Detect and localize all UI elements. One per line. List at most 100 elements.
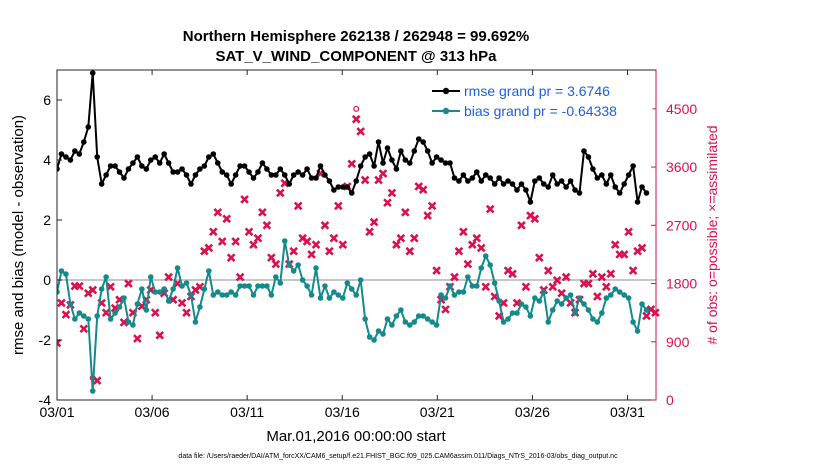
bias-point: [429, 319, 435, 325]
obs-count-point: [249, 240, 258, 250]
bias-point: [540, 289, 547, 295]
rmse-point: [273, 172, 279, 178]
rmse-point: [630, 163, 636, 169]
bias-point: [523, 304, 529, 310]
obs-count-point: [155, 330, 165, 340]
bias-point: [456, 289, 462, 295]
bias-point: [590, 316, 596, 322]
bias-point: [487, 262, 493, 268]
bias-point: [500, 319, 507, 325]
bias-point: [273, 274, 279, 280]
obs-count-point: [383, 198, 392, 207]
bias-point: [281, 238, 288, 244]
rmse-point: [214, 160, 221, 166]
y-right-tick-label: 1800: [666, 276, 697, 292]
bias-point: [246, 283, 252, 289]
obs-count-point: [57, 338, 62, 348]
bias-point: [554, 298, 560, 304]
rmse-point: [625, 172, 632, 178]
obs-count-point: [267, 253, 276, 262]
rmse-point: [447, 160, 453, 166]
bias-point: [375, 328, 382, 334]
bias-point: [295, 262, 301, 268]
rmse-point: [201, 163, 208, 169]
rmse-point: [264, 166, 270, 172]
y-axis-label-right: # of obs: o=possible; ×=assimilated: [704, 125, 720, 344]
obs-count-point: [409, 233, 419, 243]
obs-count-point: [597, 272, 607, 282]
obs-count-point: [561, 272, 571, 282]
bias-point: [232, 292, 239, 298]
y-left-tick-label: 4: [43, 152, 51, 168]
obs-count-point: [75, 281, 84, 291]
y-left-tick-label: 0: [43, 272, 51, 288]
rmse-point: [67, 157, 74, 163]
obs-count-point: [552, 275, 562, 285]
obs-count-point: [619, 250, 629, 259]
obs-count-point: [262, 220, 272, 230]
rmse-point: [554, 181, 560, 187]
rmse-point: [246, 169, 252, 175]
bias-point: [250, 292, 257, 298]
bias-point: [505, 316, 511, 322]
rmse-point: [147, 157, 154, 163]
bias-point: [268, 292, 275, 298]
rmse-point: [206, 154, 212, 160]
rmse-point: [487, 175, 493, 181]
bias-point: [326, 295, 333, 301]
bias-point: [357, 277, 364, 283]
x-tick-label: 03/21: [420, 404, 455, 420]
rmse-point: [134, 154, 141, 160]
rmse-point: [536, 175, 543, 181]
rmse-point: [317, 163, 324, 169]
x-tick-label: 03/06: [135, 404, 170, 420]
footer-data-file: data file: /Users/raeder/DAI/ATM_forcXX/…: [178, 453, 618, 460]
bias-point: [76, 310, 83, 316]
obs-count-point: [244, 227, 254, 237]
obs-count-point: [293, 201, 303, 211]
obs-count-point: [217, 237, 227, 246]
bias-point: [317, 295, 324, 301]
obs-count-point: [557, 288, 566, 298]
bias-point: [179, 283, 185, 289]
rmse-point: [255, 169, 261, 175]
rmse-point: [518, 181, 525, 187]
rmse-point: [465, 178, 471, 184]
rmse-point: [558, 178, 565, 184]
bias-point: [143, 307, 150, 313]
rmse-point: [393, 166, 400, 172]
bias-point: [147, 274, 154, 280]
bias-point: [255, 283, 261, 289]
bias-point: [183, 280, 190, 286]
bias-point: [469, 283, 476, 289]
rmse-point: [353, 178, 360, 184]
rmse-point: [348, 190, 355, 196]
bias-point: [639, 301, 645, 307]
obs-count-point: [235, 272, 245, 282]
bias-point: [152, 289, 159, 295]
rmse-point: [599, 172, 605, 178]
rmse-point: [241, 163, 248, 169]
obs-count-point: [320, 220, 330, 230]
rmse-point: [143, 166, 150, 172]
bias-point: [112, 310, 118, 316]
bias-point: [599, 310, 605, 316]
bias-point: [451, 292, 458, 298]
bias-point: [532, 295, 538, 301]
bias-point: [174, 265, 181, 271]
obs-count-point: [468, 240, 477, 250]
obs-count-point: [351, 114, 361, 124]
obs-count-point: [387, 188, 397, 198]
bias-point: [594, 319, 601, 325]
rmse-point: [326, 178, 333, 184]
obs-count-point: [606, 269, 616, 279]
bias-point: [393, 313, 400, 319]
rmse-point: [563, 184, 569, 190]
obs-count-point: [226, 253, 236, 262]
rmse-point: [344, 184, 351, 190]
obs-count-point: [119, 318, 129, 327]
rmse-point: [139, 163, 145, 169]
bias-point: [567, 292, 574, 298]
obs-count-point: [275, 188, 285, 198]
